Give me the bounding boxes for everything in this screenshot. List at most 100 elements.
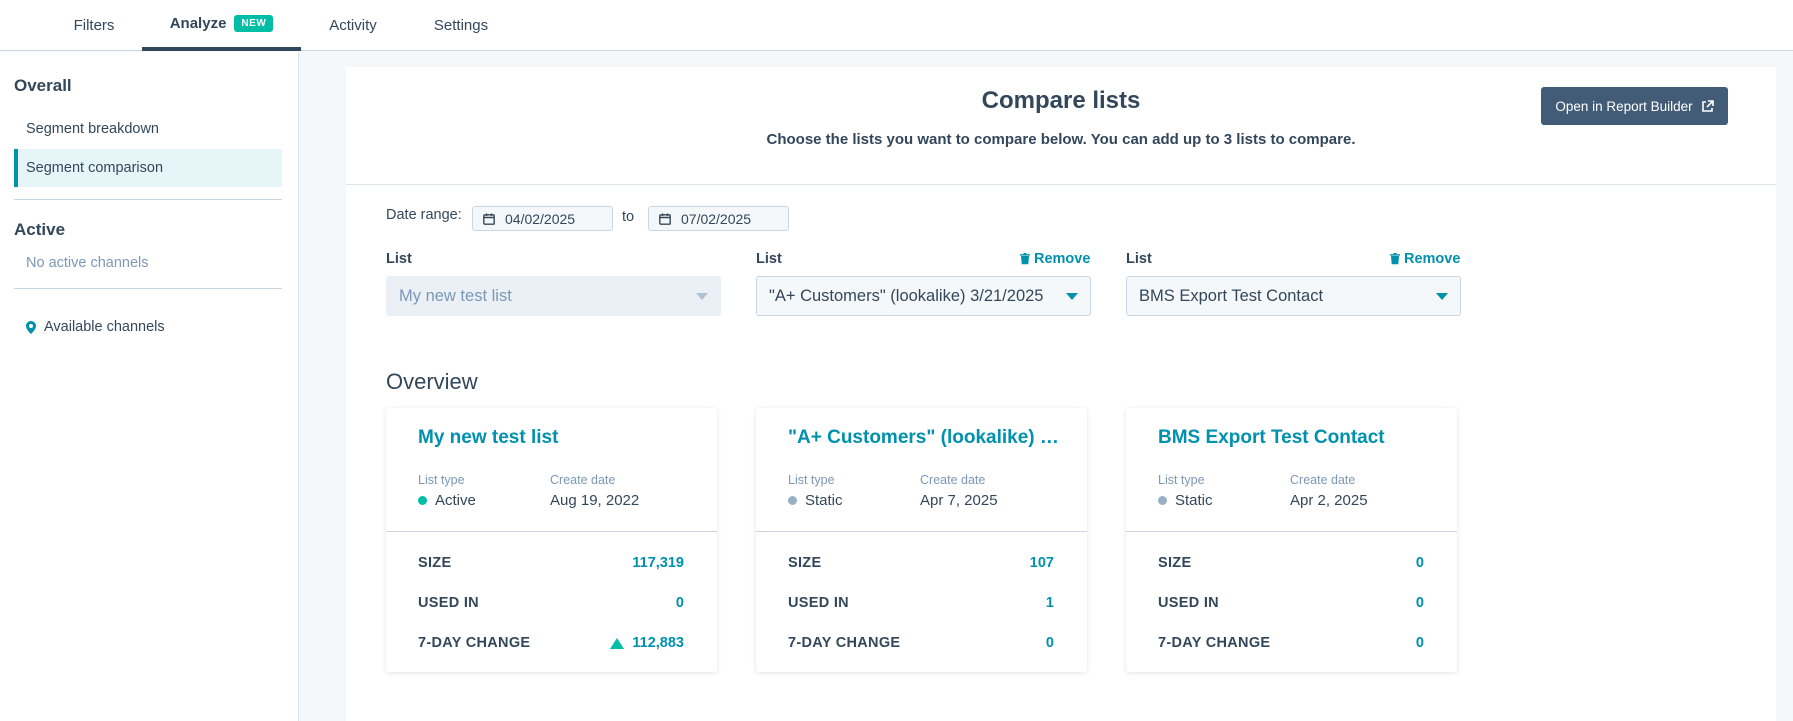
create-date-label: Create date [550, 473, 616, 487]
caret-down-icon [1436, 292, 1448, 300]
list-card-title[interactable]: BMS Export Test Contact [1158, 427, 1385, 448]
used-in-label: USED IN [788, 595, 849, 611]
list-select-2[interactable]: "A+ Customers" (lookalike) 3/21/2025 [756, 276, 1091, 316]
triangle-up-icon [610, 637, 625, 649]
list-label-3: List [1126, 251, 1152, 267]
used-in-value[interactable]: 0 [1415, 595, 1424, 611]
date-to-value: 07/02/2025 [681, 210, 752, 227]
sidebar-item-segment-comparison[interactable]: Segment comparison [14, 149, 282, 187]
list-select-1-value: My new test list [399, 286, 512, 305]
tab-analyze-label: Analyze [169, 15, 227, 32]
available-channels-link[interactable]: Available channels [26, 319, 165, 335]
card-divider [1126, 531, 1457, 532]
page-title: Compare lists [981, 87, 1141, 114]
location-pin-icon [26, 320, 36, 334]
list-type-text: Static [1175, 492, 1213, 509]
date-to-label: to [622, 209, 635, 225]
sidebar-heading-active: Active [14, 220, 66, 239]
size-label: SIZE [788, 555, 822, 571]
remove-list-3-button[interactable]: Remove [1390, 251, 1460, 267]
list-type-text: Static [805, 492, 843, 509]
list-select-3-value: BMS Export Test Contact [1139, 286, 1324, 305]
date-from-input[interactable]: 04/02/2025 [472, 206, 613, 231]
open-in-report-builder-button[interactable]: Open in Report Builder [1541, 87, 1728, 125]
list-card-title[interactable]: My new test list [418, 427, 559, 448]
used-in-label: USED IN [1158, 595, 1219, 611]
tab-settings-label: Settings [433, 17, 489, 34]
size-value[interactable]: 107 [1029, 555, 1054, 571]
overview-heading: Overview [386, 369, 478, 394]
tab-analyze[interactable]: Analyze NEW [142, 0, 301, 51]
list-type-text: Active [435, 492, 476, 509]
card-divider [386, 531, 717, 532]
tab-filters[interactable]: Filters [60, 0, 128, 51]
change-label: 7-DAY CHANGE [788, 635, 901, 651]
tab-settings[interactable]: Settings [424, 0, 498, 51]
create-date-value: Apr 7, 2025 [920, 492, 998, 509]
tab-activity-label: Activity [329, 17, 377, 34]
trash-icon [1390, 253, 1400, 265]
available-channels-label: Available channels [44, 319, 165, 335]
tab-activity[interactable]: Activity [318, 0, 388, 51]
date-to-input[interactable]: 07/02/2025 [648, 206, 789, 231]
used-in-value[interactable]: 0 [675, 595, 684, 611]
create-date-label: Create date [1290, 473, 1356, 487]
card-divider [756, 531, 1087, 532]
list-select-3[interactable]: BMS Export Test Contact [1126, 276, 1461, 316]
change-value-text: 112,883 [632, 635, 684, 651]
status-dot-icon [418, 496, 427, 505]
status-dot-icon [1158, 496, 1167, 505]
header-divider [346, 184, 1776, 185]
sidebar-item-segment-breakdown[interactable]: Segment breakdown [14, 110, 282, 148]
date-range-label: Date range: [386, 207, 462, 223]
list-select-2-value: "A+ Customers" (lookalike) 3/21/2025 [769, 286, 1044, 305]
list-label-2: List [756, 251, 782, 267]
sidebar-item-label: Segment breakdown [26, 121, 159, 137]
status-dot-icon [788, 496, 797, 505]
used-in-value[interactable]: 1 [1045, 595, 1054, 611]
size-label: SIZE [418, 555, 452, 571]
sidebar-heading-overall: Overall [14, 76, 72, 95]
create-date-label: Create date [920, 473, 986, 487]
list-type-value: Static [788, 492, 843, 509]
list-card-3: BMS Export Test Contact List type Create… [1126, 408, 1457, 672]
change-label: 7-DAY CHANGE [418, 635, 531, 651]
used-in-label: USED IN [418, 595, 479, 611]
compare-lists-panel: Compare lists Choose the lists you want … [346, 67, 1776, 721]
list-type-value: Static [1158, 492, 1213, 509]
remove-label: Remove [1034, 251, 1091, 267]
sidebar-divider [14, 199, 282, 200]
list-card-1: My new test list List type Create date A… [386, 408, 717, 672]
new-badge: NEW [234, 15, 274, 32]
size-label: SIZE [1158, 555, 1192, 571]
size-value[interactable]: 0 [1415, 555, 1424, 571]
sidebar: Overall Segment breakdown Segment compar… [0, 52, 299, 721]
calendar-icon [659, 213, 671, 225]
remove-label: Remove [1404, 251, 1461, 267]
list-select-1: My new test list [386, 276, 721, 316]
caret-down-icon [1066, 292, 1078, 300]
list-type-label: List type [1158, 473, 1205, 487]
report-button-label: Open in Report Builder [1555, 98, 1693, 114]
sidebar-divider [14, 288, 282, 289]
change-value: 0 [1045, 635, 1054, 651]
sidebar-item-label: Segment comparison [26, 160, 164, 176]
change-value: 0 [1415, 635, 1424, 651]
remove-list-2-button[interactable]: Remove [1020, 251, 1090, 267]
calendar-icon [483, 213, 495, 225]
list-type-value: Active [418, 492, 476, 509]
size-value[interactable]: 117,319 [632, 555, 684, 571]
trash-icon [1020, 253, 1030, 265]
date-from-value: 04/02/2025 [505, 210, 576, 227]
create-date-value: Apr 2, 2025 [1290, 492, 1368, 509]
no-active-channels-text: No active channels [26, 255, 149, 271]
list-type-label: List type [418, 473, 465, 487]
list-label-1: List [386, 251, 412, 267]
list-type-label: List type [788, 473, 835, 487]
create-date-value: Aug 19, 2022 [550, 492, 640, 509]
tab-filters-label: Filters [73, 17, 115, 34]
page-subtitle: Choose the lists you want to compare bel… [766, 131, 1356, 148]
list-card-2: "A+ Customers" (lookalike) 3/21/2025 Lis… [756, 408, 1087, 672]
change-label: 7-DAY CHANGE [1158, 635, 1271, 651]
list-card-title[interactable]: "A+ Customers" (lookalike) 3/21/2025 [788, 427, 1068, 448]
